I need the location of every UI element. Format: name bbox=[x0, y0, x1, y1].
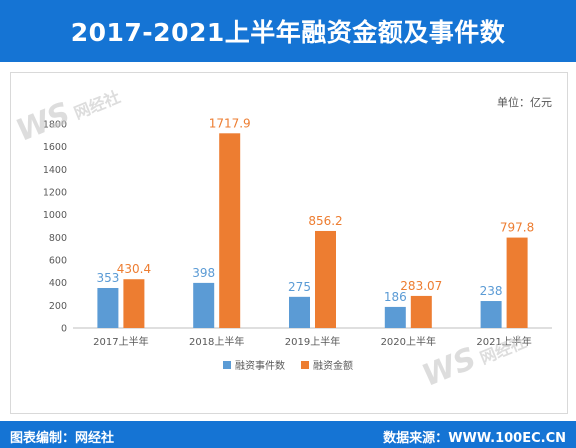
footer-bar: 图表编制：网经社 数据来源：WWW.100EC.CN bbox=[0, 421, 576, 448]
data-label: 283.07 bbox=[400, 279, 442, 293]
data-label: 430.4 bbox=[117, 262, 151, 276]
data-label: 238 bbox=[480, 284, 503, 298]
y-tick-label: 1000 bbox=[43, 210, 67, 221]
bar-count bbox=[480, 301, 502, 328]
y-tick-label: 1800 bbox=[43, 120, 67, 131]
axes: 0 200 400 600 800 1000 1200 1400 1600 1800 2017上半年… bbox=[43, 120, 552, 348]
title-banner: 2017-2021上半年融资金额及事件数 bbox=[0, 0, 576, 62]
bar-amount bbox=[410, 295, 432, 328]
bars bbox=[97, 133, 528, 328]
y-tick-label: 1400 bbox=[43, 165, 67, 176]
legend-label: 融资金额 bbox=[313, 359, 353, 372]
data-label: 275 bbox=[288, 280, 311, 294]
bar-count bbox=[193, 282, 215, 328]
bar-count bbox=[384, 306, 406, 328]
data-label: 398 bbox=[192, 266, 215, 280]
chart-author: 图表编制：网经社 bbox=[10, 427, 114, 446]
y-tick-label: 200 bbox=[49, 301, 67, 312]
data-label: 353 bbox=[96, 271, 119, 285]
bar-count bbox=[289, 296, 310, 328]
bar-amount bbox=[219, 133, 241, 328]
bar-count bbox=[97, 287, 119, 328]
source-label: 数据来源： bbox=[383, 431, 449, 446]
data-label: 1717.9 bbox=[209, 116, 251, 130]
bar-chart: 单位：亿元 0 200 400 600 800 1000 1200 1400 1600 1800 2… bbox=[43, 95, 552, 372]
legend-swatch bbox=[223, 361, 231, 369]
data-label: 856.2 bbox=[308, 214, 342, 228]
unit-label: 单位：亿元 bbox=[497, 95, 552, 109]
data-label: 797.8 bbox=[500, 221, 534, 235]
x-tick-label: 2018上半年 bbox=[189, 335, 244, 348]
source-value: WWW.100EC.CN bbox=[448, 431, 566, 446]
chart-panel: 单位：亿元 0 200 400 600 800 1000 1200 1400 1600 1800 2… bbox=[10, 72, 568, 414]
bar-amount bbox=[123, 279, 145, 328]
bar-amount bbox=[315, 230, 336, 328]
x-tick-label: 2017上半年 bbox=[93, 335, 148, 348]
data-source: 数据来源：WWW.100EC.CN bbox=[383, 427, 566, 446]
x-tick-label: 2019上半年 bbox=[285, 335, 340, 348]
legend: 融资事件数 融资金额 bbox=[223, 359, 353, 372]
x-tick-label: 2020上半年 bbox=[381, 335, 436, 348]
y-tick-label: 0 bbox=[61, 324, 67, 335]
legend-label: 融资事件数 bbox=[235, 359, 285, 372]
page-title: 2017-2021上半年融资金额及事件数 bbox=[70, 18, 506, 47]
author-value: 网经社 bbox=[75, 431, 115, 446]
y-tick-label: 1200 bbox=[43, 188, 67, 199]
data-label: 186 bbox=[384, 290, 407, 304]
y-tick-label: 600 bbox=[49, 256, 67, 267]
bar-amount bbox=[506, 237, 528, 328]
y-tick-label: 800 bbox=[49, 233, 67, 244]
legend-swatch bbox=[301, 361, 309, 369]
y-tick-label: 1600 bbox=[43, 142, 67, 153]
author-label: 图表编制： bbox=[10, 431, 76, 446]
x-tick-label: 2021上半年 bbox=[476, 335, 531, 348]
y-tick-label: 400 bbox=[49, 278, 67, 289]
